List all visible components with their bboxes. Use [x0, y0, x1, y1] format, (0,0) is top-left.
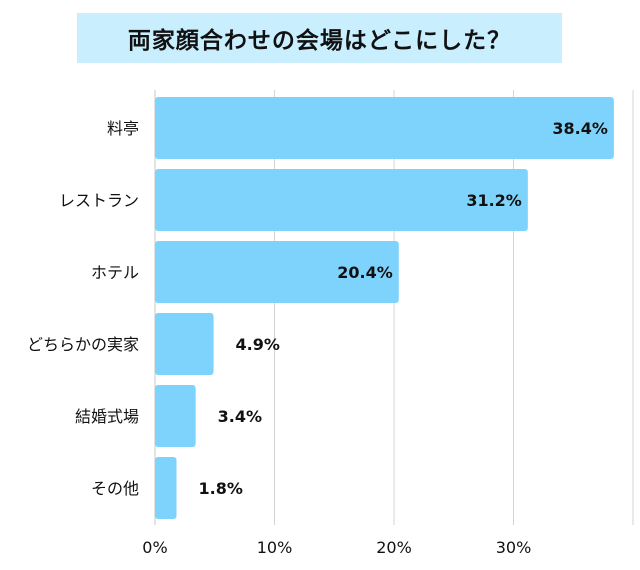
data-label: 3.4% [218, 407, 262, 426]
bar [155, 169, 528, 231]
bar [155, 97, 614, 159]
category-label: その他 [91, 479, 139, 498]
x-tick-label: 20% [376, 538, 412, 557]
category-label: 結婚式場 [75, 407, 139, 426]
category-label: 料亭 [107, 119, 139, 138]
bar [155, 313, 214, 375]
data-label: 38.4% [552, 119, 608, 138]
category-label: レストラン [59, 191, 139, 210]
category-label: どちらかの実家 [27, 335, 139, 354]
data-label: 4.9% [236, 335, 280, 354]
bar [155, 385, 196, 447]
x-tick-label: 30% [496, 538, 532, 557]
x-tick-label: 10% [257, 538, 293, 557]
category-label: ホテル [91, 263, 139, 282]
chart-title: 両家顔合わせの会場はどこにした？ [127, 28, 512, 54]
data-label: 1.8% [199, 479, 243, 498]
bar [155, 241, 399, 303]
data-label: 31.2% [466, 191, 522, 210]
chart-title-box: 両家顔合わせの会場はどこにした？ [77, 13, 562, 63]
x-tick-label: 0% [142, 538, 167, 557]
bar [155, 457, 177, 519]
data-label: 20.4% [337, 263, 393, 282]
